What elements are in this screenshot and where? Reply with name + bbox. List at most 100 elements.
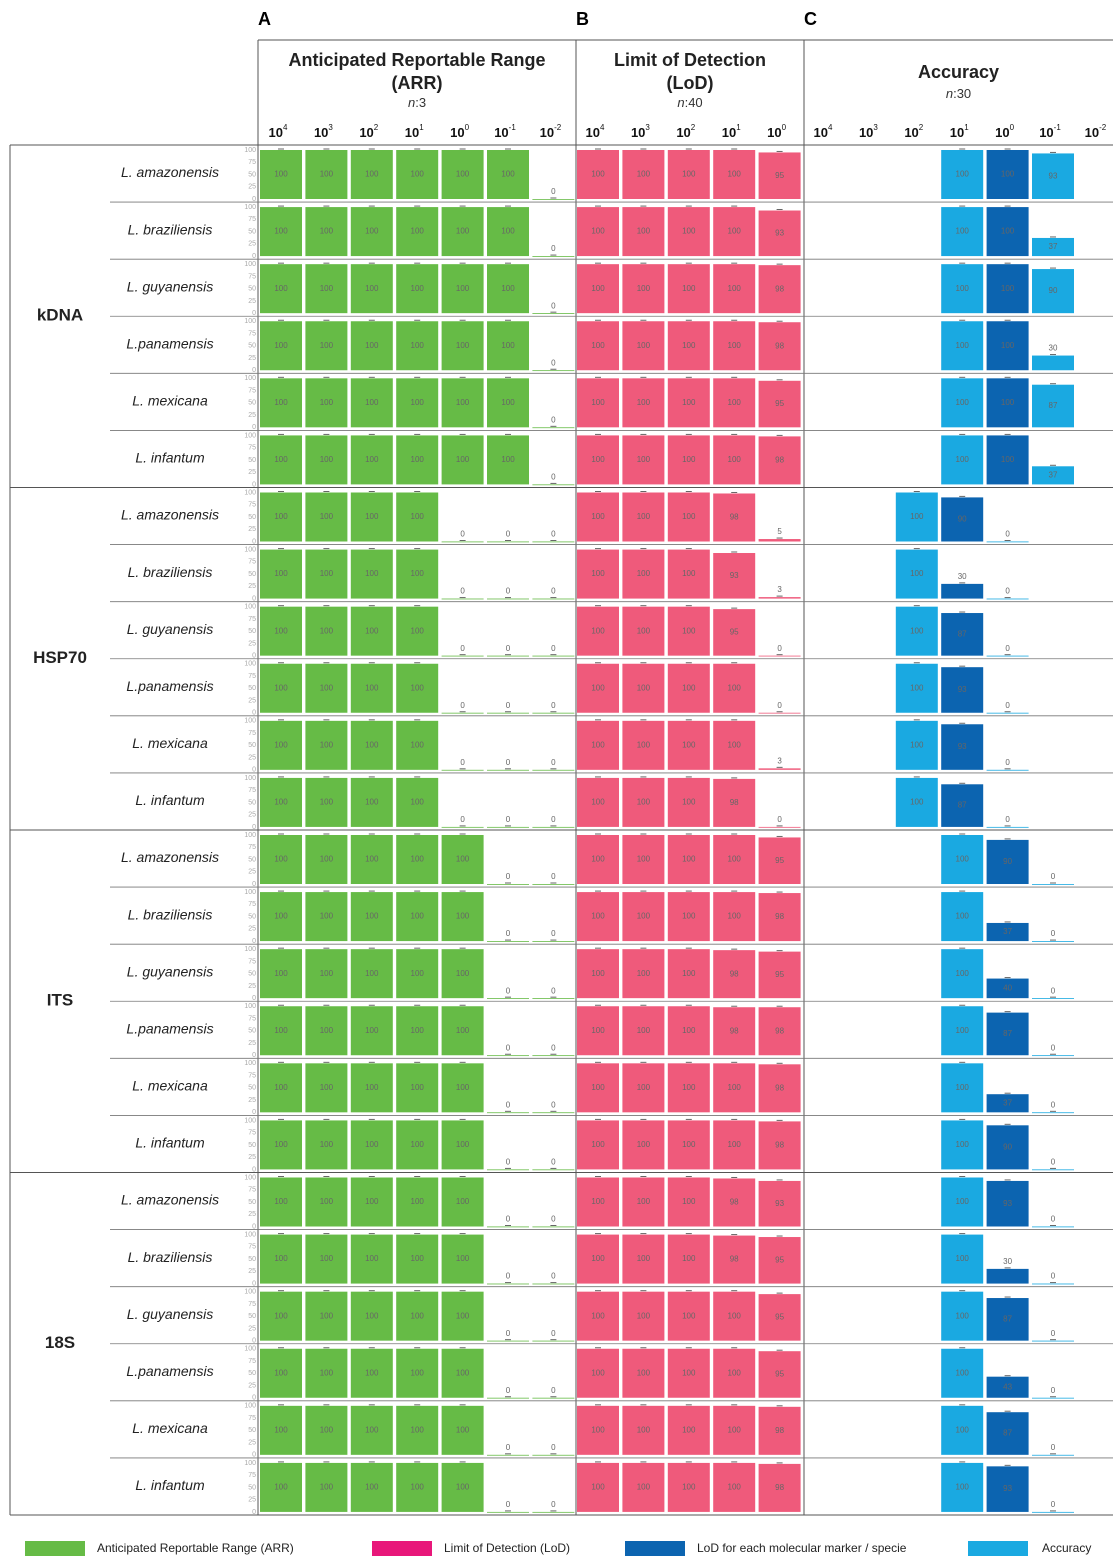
bar (260, 1291, 302, 1341)
value-label: 100 (956, 1311, 970, 1320)
bar (941, 1177, 984, 1227)
y-tick-label: 100 (244, 204, 256, 211)
value-label: 87 (1049, 401, 1058, 410)
bar (350, 892, 393, 942)
species-label: L. mexicana (132, 1420, 208, 1436)
value-label: 100 (910, 626, 924, 635)
bar (305, 835, 348, 884)
bar (986, 978, 1029, 999)
value-label: 100 (728, 341, 742, 350)
bar (986, 1466, 1029, 1512)
value-label: 100 (274, 512, 288, 521)
bar (758, 1237, 801, 1284)
value-label: 0 (1051, 872, 1056, 881)
bar (487, 1511, 529, 1513)
bar (441, 321, 484, 371)
value-label: 100 (637, 1083, 651, 1092)
bar (577, 1063, 619, 1113)
bar (532, 313, 575, 314)
bar (622, 1234, 665, 1284)
value-label: 100 (682, 455, 696, 464)
value-label: 0 (1051, 986, 1056, 995)
bar (350, 207, 393, 257)
bar (350, 1177, 393, 1227)
bar (941, 835, 984, 884)
value-label: 100 (682, 569, 696, 578)
y-tick-label: 100 (244, 832, 256, 839)
value-label: 0 (1051, 1386, 1056, 1395)
bar (532, 1397, 575, 1399)
value-label: 0 (1051, 1443, 1056, 1452)
value-label: 100 (728, 1425, 742, 1434)
bar (667, 892, 710, 942)
value-label: 0 (551, 473, 556, 482)
column-base: 10 (540, 125, 554, 140)
bar (577, 606, 619, 656)
bar (396, 264, 439, 314)
value-label: 100 (637, 1483, 651, 1492)
value-label: 100 (456, 1083, 470, 1092)
bar (577, 720, 619, 770)
value-label: 100 (728, 284, 742, 293)
bar (487, 884, 529, 885)
bar (532, 256, 575, 257)
bar (305, 150, 348, 199)
value-label: 0 (777, 701, 782, 710)
bar (1032, 269, 1074, 314)
bar (396, 150, 439, 199)
value-label: 100 (365, 1140, 379, 1149)
y-tick-label: 75 (248, 901, 256, 908)
column-base: 10 (269, 125, 283, 140)
value-label: 100 (274, 912, 288, 921)
value-label: 100 (1001, 455, 1015, 464)
bar (941, 207, 984, 257)
value-label: 100 (910, 569, 924, 578)
value-label: 100 (728, 683, 742, 692)
bar (622, 1177, 665, 1227)
bar (713, 321, 756, 371)
y-tick-label: 25 (248, 1439, 256, 1446)
value-label: 100 (456, 284, 470, 293)
bar (622, 892, 665, 942)
bar (622, 949, 665, 999)
bar (532, 1226, 575, 1228)
value-label: 98 (775, 1026, 784, 1035)
value-label: 0 (506, 644, 511, 653)
value-label: 100 (682, 1197, 696, 1206)
column-base: 10 (859, 125, 873, 140)
bar (667, 1462, 710, 1512)
y-tick-label: 0 (252, 538, 256, 545)
legend-swatch (625, 1541, 685, 1556)
y-tick-label: 0 (252, 424, 256, 431)
bar (622, 1348, 665, 1398)
value-label: 100 (956, 1483, 970, 1492)
bar (895, 492, 938, 542)
column-exponent: 3 (328, 123, 333, 132)
value-label: 100 (274, 683, 288, 692)
y-tick-label: 75 (248, 1472, 256, 1479)
value-label: 93 (1003, 1199, 1012, 1208)
bar (396, 1006, 439, 1056)
bar (667, 1405, 710, 1455)
value-label: 100 (682, 1425, 696, 1434)
y-tick-label: 75 (248, 1244, 256, 1251)
bar (441, 1462, 484, 1512)
bar (986, 655, 1029, 657)
value-label: 100 (682, 1483, 696, 1492)
bar (441, 1348, 484, 1398)
y-tick-label: 25 (248, 640, 256, 647)
bar (350, 1063, 393, 1113)
value-label: 100 (274, 1368, 288, 1377)
value-label: 0 (506, 815, 511, 824)
column-label: 102 (676, 123, 695, 140)
value-label: 100 (1001, 398, 1015, 407)
value-label: 0 (1005, 530, 1010, 539)
bar (441, 835, 484, 884)
value-label: 100 (411, 1140, 425, 1149)
value-label: 0 (506, 1443, 511, 1452)
bar (577, 1234, 619, 1284)
bar (487, 769, 529, 771)
bar (758, 1406, 801, 1455)
y-tick-label: 75 (248, 1358, 256, 1365)
bar (350, 1120, 393, 1170)
